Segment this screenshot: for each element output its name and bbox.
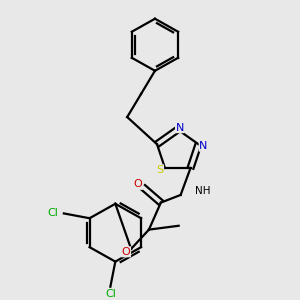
Text: Cl: Cl xyxy=(105,290,116,299)
Text: N: N xyxy=(199,141,208,151)
Text: N: N xyxy=(176,123,184,133)
Text: S: S xyxy=(156,165,164,175)
Text: O: O xyxy=(122,247,130,257)
Text: O: O xyxy=(134,179,142,189)
Text: Cl: Cl xyxy=(47,208,58,218)
Text: NH: NH xyxy=(194,186,210,196)
